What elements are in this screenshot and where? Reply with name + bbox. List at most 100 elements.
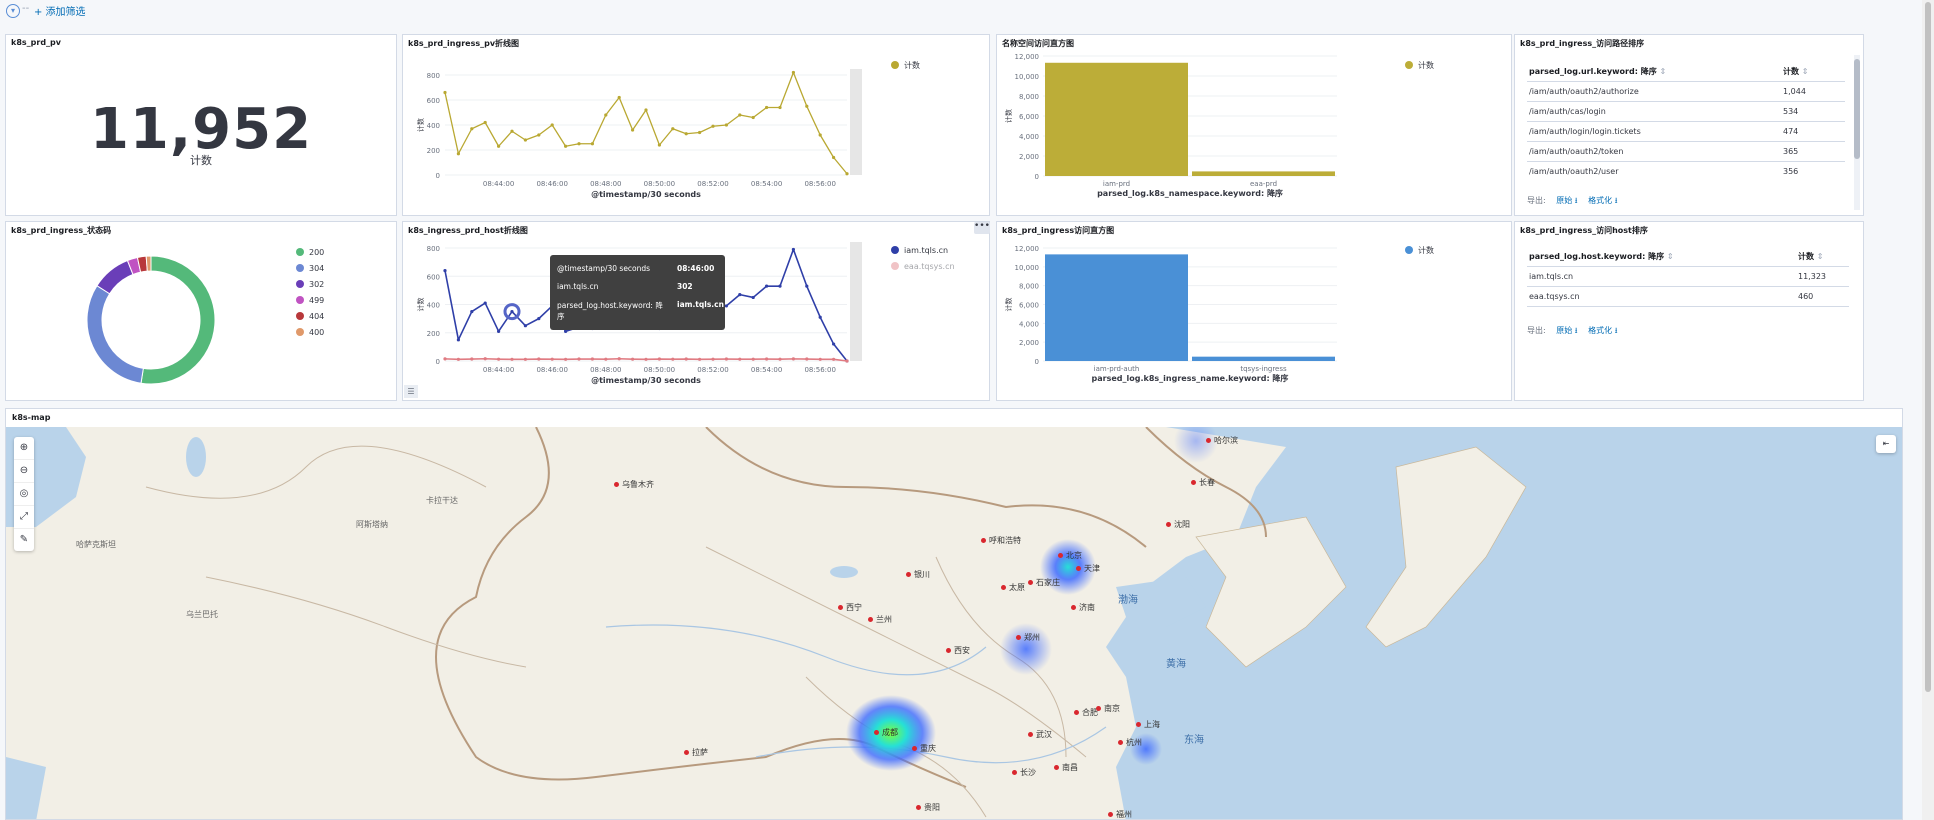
draw-tool-icon[interactable]: ⤢ [14,506,34,529]
table-scrollbar[interactable] [1854,55,1860,210]
map-canvas[interactable]: 哈尔滨 长春 乌鲁木齐 沈阳 呼和浩特 北京 天津 太原 石家庄 济南 银川 西… [6,427,1902,819]
sort-icon[interactable]: ⇕ [1659,67,1667,76]
brush-area [850,242,862,361]
panel-title: k8s_prd_ingress_pv折线图 [408,39,520,48]
legend-item[interactable]: 404 [296,308,324,324]
legend-dot [296,248,304,256]
column-header-count[interactable]: 计数 ⇕ [1781,62,1845,82]
pin-tool-icon[interactable]: ✎ [19,534,29,545]
add-filter-link[interactable]: + 添加筛选 [34,7,86,18]
zoom-in-icon[interactable]: ⊕ [14,437,34,460]
data-point [791,357,795,361]
sort-icon[interactable]: ⇕ [1801,67,1809,76]
data-point [497,357,501,361]
data-point [523,324,527,328]
legend-dot [296,280,304,288]
data-point [537,133,541,137]
legend-item[interactable]: 400 [296,324,324,340]
map-city-label: 成都 [874,727,898,738]
legend-item[interactable]: 200 [296,244,324,260]
legend-label: iam.tqls.cn [904,245,949,255]
data-point [711,124,715,128]
x-axis-title: parsed_log.k8s_ingress_name.keyword: 降序 [1092,373,1289,383]
lake [186,437,206,477]
river [755,726,1107,764]
lake [830,566,858,578]
panel-options-button[interactable]: ••• [974,222,990,234]
legend-item[interactable]: eaa.tqsys.cn [891,258,955,274]
legend-item[interactable]: 304 [296,260,324,276]
layers-toggle-icon[interactable]: ⇤ [1876,435,1896,453]
table-cell-count: 356 [1783,167,1799,176]
data-point [550,123,554,127]
zoom-out-icon[interactable]: ⊖ [14,460,34,483]
panel-host-table: k8s_prd_ingress_访问host排序 parsed_log.host… [1514,221,1864,401]
table-cell-path: /iam/auth/login/login.tickets [1527,121,1781,142]
table-cell-path: /iam/auth/oauth2/authorize [1527,81,1781,102]
data-point [443,357,447,361]
legend-item[interactable]: iam.tqls.cn [891,242,955,258]
fit-bounds-icon[interactable]: ◎ [14,483,34,506]
legend-label: 计数 [1418,245,1434,255]
export-formatted-link[interactable]: 格式化 ⭳ [1588,326,1617,335]
y-tick-label: 6,000 [1019,113,1039,121]
table-cell-path: /iam/auth/cas/login [1527,101,1781,122]
map-city-label: 银川 [906,569,930,580]
legend-item[interactable]: 计数 [1405,242,1434,258]
filter-menu-icon[interactable]: ▾ [6,4,20,18]
x-tick-label: 08:54:00 [751,366,782,374]
legend-item[interactable]: 计数 [891,57,920,73]
data-point [523,357,527,361]
x-tick-label: 08:52:00 [697,180,728,188]
map-controls: ⊕ ⊖ ◎ ⤢ ✎ [14,437,34,551]
data-point [537,317,541,321]
metric-value: 11,952 [89,97,313,162]
legend-label: 计数 [904,60,920,70]
map-city-label: 哈尔滨 [1206,435,1238,446]
panel-ingress-histogram: k8s_prd_ingress访问直方图 0 2,000 4,000 6,000 8,0… [996,221,1512,401]
panel-title: k8s_prd_pv [11,38,61,47]
legend-toggle-button[interactable]: ☰ [404,385,418,398]
data-point [845,172,849,176]
japan-landmass [1365,446,1527,648]
legend-item[interactable]: 302 [296,276,324,292]
column-header-label: 计数 [1798,252,1814,261]
legend-dot [296,264,304,272]
sort-icon[interactable]: ⇕ [1666,252,1674,261]
y-tick-label: 12,000 [1015,53,1040,61]
data-point [845,359,849,363]
host-line-chart[interactable]: 0 200 400 600 800 08:44:00 08:46:00 08:48:00 08:… [403,222,990,401]
page-scrollbar-thumb[interactable] [1925,2,1931,692]
ingress-bar-chart[interactable]: 0 2,000 4,000 6,000 8,000 10,000 12,000 iam-prd… [997,222,1512,401]
page-scrollbar[interactable] [1922,0,1934,820]
export-raw-link[interactable]: 原始 ⭳ [1556,326,1577,335]
export-raw-link[interactable]: 原始 ⭳ [1556,196,1577,205]
column-header-count[interactable]: 计数 ⇕ [1796,247,1849,267]
data-point [738,357,742,361]
legend-item[interactable]: 计数 [1405,57,1434,73]
country-border [434,427,967,788]
column-header-host[interactable]: parsed_log.host.keyword: 降序 ⇕ [1527,247,1796,267]
pv-line-chart[interactable]: 0 200 400 600 800 08:44:00 08:46:00 08:48:00 08:… [403,35,990,216]
region-label: 卡拉干达 [426,496,458,505]
tooltip-value: 302 [677,282,693,291]
data-point [604,357,608,361]
map-city-label: 北京 [1058,550,1082,561]
x-tick-label: 08:46:00 [536,180,567,188]
sort-icon[interactable]: ⇕ [1816,252,1824,261]
filter-separator: -- [22,3,30,14]
data-point [765,105,769,110]
legend-item[interactable]: 499 [296,292,324,308]
column-header-url[interactable]: parsed_log.url.keyword: 降序 ⇕ [1527,62,1781,82]
table-cell-count: 474 [1781,121,1845,142]
namespace-bar-chart[interactable]: 0 2,000 4,000 6,000 8,000 10,000 12,000 iam-prd… [997,35,1512,216]
data-point [724,304,728,308]
region-label: 阿斯塔纳 [356,520,388,529]
status-donut-chart[interactable] [6,222,397,401]
scrollbar-thumb[interactable] [1854,59,1860,159]
download-icon: ⭳ [1574,326,1578,335]
heatmap-blob-shanghai [1130,733,1162,765]
series-line [444,71,848,175]
export-formatted-link[interactable]: 格式化 ⭳ [1588,196,1617,205]
panel-title: 名称空间访问直方图 [1002,39,1074,48]
